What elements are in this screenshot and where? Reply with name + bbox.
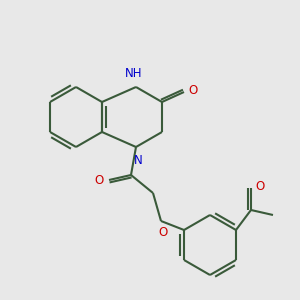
Text: NH: NH <box>125 67 143 80</box>
Text: O: O <box>95 173 104 187</box>
Text: O: O <box>255 179 264 193</box>
Text: O: O <box>188 83 197 97</box>
Text: O: O <box>158 226 168 239</box>
Text: N: N <box>134 154 142 167</box>
